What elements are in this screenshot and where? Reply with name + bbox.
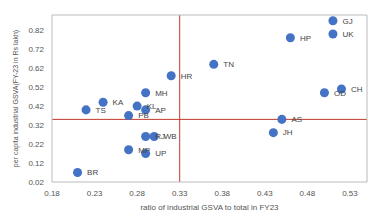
svg-text:0.53: 0.53 bbox=[342, 189, 358, 198]
svg-text:HR: HR bbox=[181, 72, 193, 81]
svg-text:0.22: 0.22 bbox=[28, 140, 44, 149]
svg-text:RJ: RJ bbox=[155, 132, 165, 142]
svg-text:TS: TS bbox=[96, 106, 106, 115]
svg-text:TN: TN bbox=[223, 60, 234, 69]
svg-text:0.52: 0.52 bbox=[28, 83, 44, 92]
svg-text:UK: UK bbox=[342, 30, 354, 39]
svg-text:0.72: 0.72 bbox=[28, 45, 44, 54]
svg-text:GJ: GJ bbox=[342, 17, 352, 26]
svg-text:AP: AP bbox=[155, 106, 166, 115]
svg-text:0.82: 0.82 bbox=[28, 26, 44, 35]
svg-text:0.42: 0.42 bbox=[28, 102, 44, 111]
svg-text:CH: CH bbox=[351, 85, 363, 94]
svg-text:0.38: 0.38 bbox=[214, 189, 230, 198]
svg-text:0.18: 0.18 bbox=[44, 189, 60, 198]
svg-text:per capita industrial GSVA(FY-: per capita industrial GSVA(FY-23 in Rs l… bbox=[12, 30, 20, 167]
svg-text:0.32: 0.32 bbox=[28, 121, 44, 130]
svg-text:0.12: 0.12 bbox=[28, 159, 44, 168]
svg-text:OD: OD bbox=[334, 89, 346, 98]
svg-text:0.23: 0.23 bbox=[87, 189, 103, 198]
svg-text:0.48: 0.48 bbox=[300, 189, 316, 198]
svg-text:0.28: 0.28 bbox=[129, 189, 145, 198]
svg-text:JH: JH bbox=[283, 128, 293, 137]
svg-text:0.33: 0.33 bbox=[172, 189, 188, 198]
svg-text:KL: KL bbox=[146, 101, 157, 111]
svg-text:KA: KA bbox=[113, 98, 124, 107]
svg-text:UP: UP bbox=[155, 149, 166, 158]
svg-text:MH: MH bbox=[155, 89, 168, 98]
svg-text:WB: WB bbox=[164, 132, 177, 141]
svg-text:0.43: 0.43 bbox=[257, 189, 273, 198]
svg-text:0.02: 0.02 bbox=[28, 178, 44, 187]
svg-text:PB: PB bbox=[138, 111, 149, 120]
svg-text:AS: AS bbox=[291, 115, 302, 124]
svg-text:HP: HP bbox=[300, 34, 311, 43]
svg-text:MP: MP bbox=[138, 146, 150, 155]
svg-text:ratio of industrial GSVA to to: ratio of industrial GSVA to total in FY2… bbox=[140, 203, 279, 212]
svg-text:BR: BR bbox=[87, 168, 98, 177]
svg-text:0.62: 0.62 bbox=[28, 64, 44, 73]
